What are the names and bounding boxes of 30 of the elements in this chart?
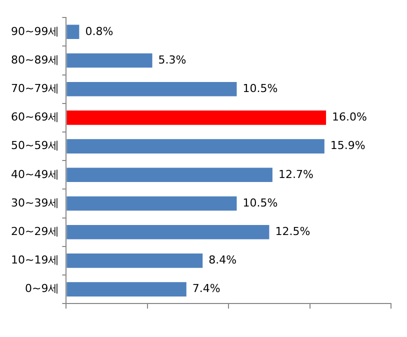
data-label: 0.8% (85, 24, 114, 38)
data-label: 10.5% (242, 82, 278, 95)
bar (66, 53, 152, 68)
y-tick-label: 90~99세 (10, 24, 60, 38)
bar (66, 282, 186, 296)
bar (66, 168, 272, 182)
y-tick-label: 80~89세 (10, 53, 60, 66)
bar (66, 24, 80, 40)
y-tick-label: 60~69세 (10, 110, 60, 124)
data-label: 10.5% (242, 196, 278, 210)
data-label: 15.9% (330, 139, 366, 152)
data-label: 12.7% (278, 168, 314, 181)
bar (66, 139, 324, 154)
y-tick-label: 0~9세 (24, 282, 60, 296)
y-tick-label: 70~79세 (10, 82, 60, 95)
y-tick-label: 50~59세 (10, 139, 60, 152)
bar (66, 196, 237, 211)
data-label: 16.0% (332, 110, 367, 124)
bar (66, 82, 237, 96)
bar (66, 254, 203, 268)
data-label: 12.5% (275, 224, 310, 238)
bar (66, 110, 326, 125)
data-label: 7.4% (192, 282, 220, 296)
y-tick-label: 30~39세 (10, 196, 60, 210)
data-label: 5.3% (158, 53, 186, 66)
y-tick-label: 10~19세 (10, 254, 60, 267)
data-label: 8.4% (208, 254, 237, 267)
y-tick-label: 20~29세 (10, 224, 60, 238)
bar (66, 224, 270, 240)
y-tick-label: 40~49세 (10, 168, 60, 181)
